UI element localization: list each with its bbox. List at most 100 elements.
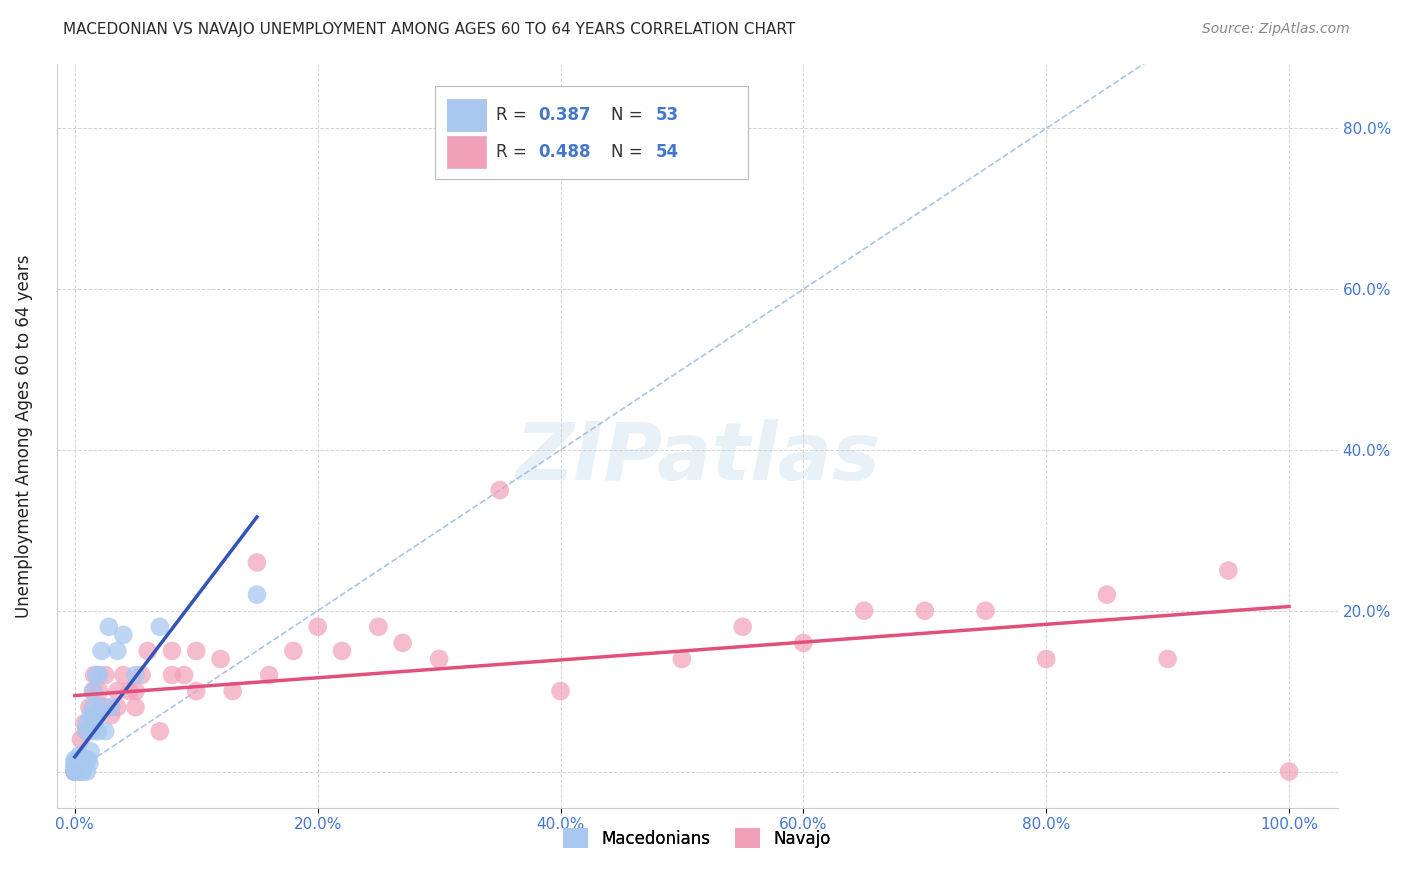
Point xyxy=(124,684,146,698)
Point xyxy=(914,604,936,618)
FancyBboxPatch shape xyxy=(447,136,485,169)
Point xyxy=(79,756,101,771)
Text: 54: 54 xyxy=(657,143,679,161)
Point xyxy=(89,700,111,714)
Text: N =: N = xyxy=(612,143,648,161)
Point xyxy=(160,644,183,658)
Point xyxy=(94,668,117,682)
Point xyxy=(118,684,141,698)
Point xyxy=(427,652,450,666)
Point xyxy=(246,556,269,570)
Point xyxy=(63,755,86,769)
Point xyxy=(79,744,101,758)
Point xyxy=(105,644,128,658)
FancyBboxPatch shape xyxy=(447,99,485,131)
Point xyxy=(105,684,128,698)
Point xyxy=(82,708,104,723)
Point xyxy=(209,652,232,666)
Text: R =: R = xyxy=(496,105,531,124)
Point xyxy=(63,764,86,779)
Point xyxy=(1035,652,1057,666)
Point xyxy=(1218,564,1240,578)
Point xyxy=(63,760,86,774)
Point xyxy=(63,764,86,779)
Point xyxy=(63,764,86,779)
Point xyxy=(87,684,110,698)
Point xyxy=(63,764,86,779)
Point xyxy=(63,764,86,779)
Text: MACEDONIAN VS NAVAJO UNEMPLOYMENT AMONG AGES 60 TO 64 YEARS CORRELATION CHART: MACEDONIAN VS NAVAJO UNEMPLOYMENT AMONG … xyxy=(63,22,796,37)
Point xyxy=(63,752,86,766)
Point xyxy=(63,759,86,773)
Text: Source: ZipAtlas.com: Source: ZipAtlas.com xyxy=(1202,22,1350,37)
Point xyxy=(1095,588,1118,602)
Point xyxy=(87,668,110,682)
FancyBboxPatch shape xyxy=(434,87,748,179)
Point xyxy=(63,764,86,779)
Point xyxy=(160,668,183,682)
Point xyxy=(90,644,112,658)
Point xyxy=(63,756,86,771)
Point xyxy=(63,764,86,779)
Point xyxy=(63,764,86,779)
Point xyxy=(82,684,104,698)
Point xyxy=(73,716,96,731)
Point xyxy=(63,760,86,774)
Point xyxy=(550,684,572,698)
Point xyxy=(221,684,243,698)
Point xyxy=(112,668,135,682)
Point xyxy=(105,700,128,714)
Point xyxy=(83,668,105,682)
Point xyxy=(86,708,108,723)
Point xyxy=(69,748,91,763)
Point xyxy=(1156,652,1178,666)
Point xyxy=(671,652,693,666)
Point xyxy=(63,764,86,779)
Text: 53: 53 xyxy=(657,105,679,124)
Point xyxy=(100,700,122,714)
Point xyxy=(72,764,94,779)
Point xyxy=(367,620,389,634)
Point xyxy=(73,752,96,766)
Point xyxy=(70,752,93,766)
Point xyxy=(136,644,159,658)
Point xyxy=(283,644,305,658)
Point xyxy=(70,764,93,779)
Point xyxy=(792,636,814,650)
Point xyxy=(186,684,208,698)
Point xyxy=(70,764,93,779)
Point xyxy=(87,724,110,739)
Point xyxy=(80,724,103,739)
Point xyxy=(330,644,353,658)
Point xyxy=(391,636,413,650)
Point xyxy=(84,712,107,726)
Point xyxy=(79,708,101,723)
Point xyxy=(124,668,146,682)
Point xyxy=(63,764,86,779)
Point xyxy=(70,732,93,747)
Point xyxy=(131,668,153,682)
Point xyxy=(86,668,108,682)
Point xyxy=(307,620,329,634)
Point xyxy=(63,764,86,779)
Point xyxy=(82,684,104,698)
Text: ZIPatlas: ZIPatlas xyxy=(515,419,880,497)
Text: 0.387: 0.387 xyxy=(538,105,591,124)
Point xyxy=(79,700,101,714)
Point xyxy=(149,620,172,634)
Point xyxy=(76,724,98,739)
Point xyxy=(66,764,89,779)
Point xyxy=(83,716,105,731)
Point xyxy=(257,668,280,682)
Point xyxy=(77,752,100,766)
Point xyxy=(75,724,97,739)
Point xyxy=(124,700,146,714)
Point xyxy=(1278,764,1301,779)
Point xyxy=(63,764,86,779)
Point xyxy=(173,668,195,682)
Point xyxy=(83,708,105,723)
Point xyxy=(63,764,86,779)
Point xyxy=(853,604,876,618)
Y-axis label: Unemployment Among Ages 60 to 64 years: Unemployment Among Ages 60 to 64 years xyxy=(15,254,32,617)
Point xyxy=(82,700,104,714)
